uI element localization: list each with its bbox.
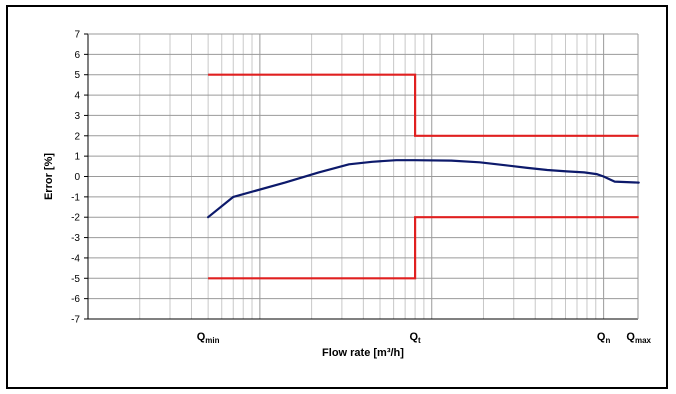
chart-frame: 7 6 5 4 3 2 1 0 -1 -2 -3 -4 -5 -6 -7 Qmin Qt Qn Qmax Flow r… (6, 5, 668, 389)
y-tick-label: -2 (71, 213, 80, 224)
y-tick-label: -4 (71, 253, 80, 264)
x-marker-label: Qmax (626, 331, 651, 345)
y-tick-label: 4 (74, 91, 80, 102)
x-marker-label: Qt (409, 331, 421, 345)
y-tick-label: -5 (71, 274, 80, 285)
x-axis-title: Flow rate [m³/h] (322, 347, 404, 359)
y-tick-label: -7 (71, 315, 80, 326)
y-tick-label: 3 (74, 111, 80, 122)
y-tick-label: -1 (71, 192, 80, 203)
y-tick-label: 1 (74, 152, 80, 163)
series-lower-limit (208, 216, 639, 280)
y-tick-label: -3 (71, 233, 80, 244)
x-marker-label: Qmin (197, 331, 220, 345)
y-tick-label: 6 (74, 50, 80, 61)
y-axis-title: Error [%] (43, 153, 55, 200)
y-tick-label: 0 (74, 172, 80, 183)
series-upper-limit (208, 73, 639, 137)
y-tick-label: 7 (74, 30, 80, 41)
y-tick-label: 5 (74, 70, 80, 81)
series-error-curve (207, 159, 640, 219)
x-marker-label: Qn (597, 331, 611, 345)
y-tick-label: -6 (71, 294, 80, 305)
chart-svg: 7 6 5 4 3 2 1 0 -1 -2 -3 -4 -5 -6 -7 Qmin Qt Qn Qmax Flow r… (43, 30, 652, 360)
y-tick-label: 2 (74, 131, 80, 142)
